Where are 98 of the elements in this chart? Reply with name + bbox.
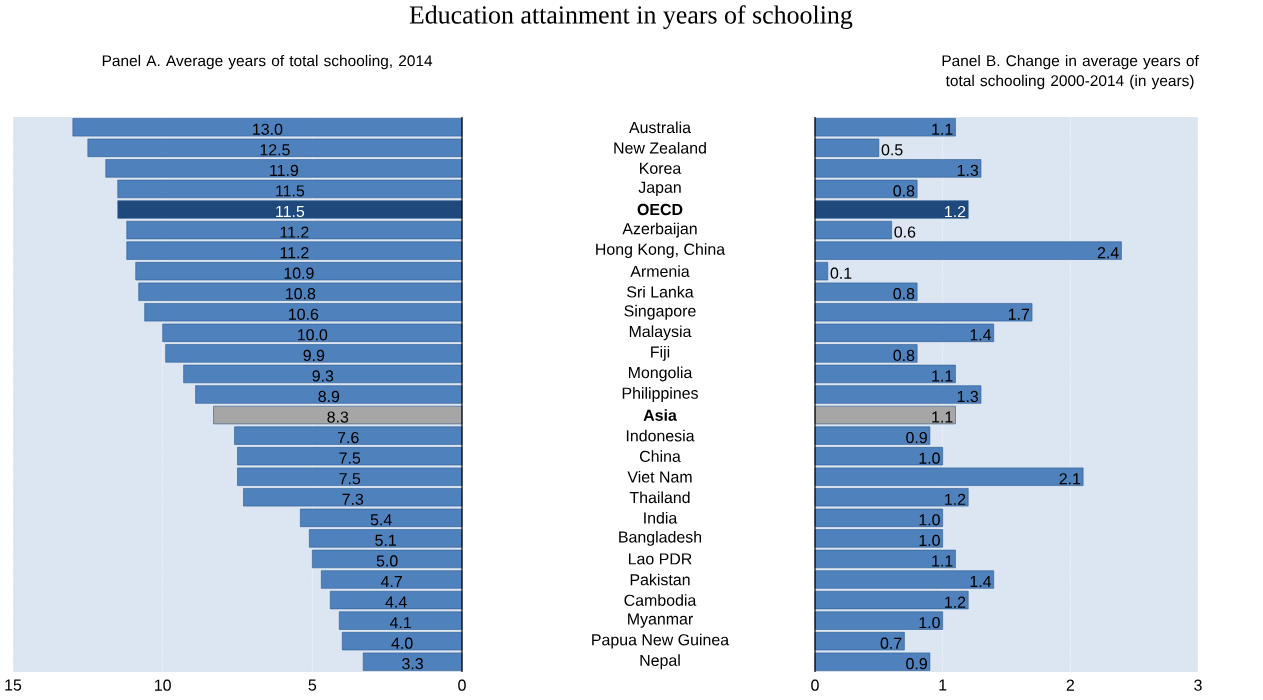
data-label: 7.3 [342, 493, 364, 505]
data-label: 11.5 [276, 185, 305, 197]
y-tick-label: Papua New Guinea [592, 633, 730, 649]
data-label: 2.4 [1097, 247, 1119, 259]
y-tick-label: Indonesia [626, 429, 695, 442]
x-tick-label: 2 [1066, 679, 1074, 691]
y-tick-label: Nepal [640, 654, 680, 670]
data-label: 4.0 [391, 637, 413, 649]
data-label: 1.1 [932, 411, 953, 423]
chart-subtitle: Panel B. Change in average years of total schooling 2000-2014 (in years) [942, 54, 1199, 90]
data-label: 5.1 [375, 534, 396, 546]
data-label: 1.0 [919, 514, 940, 526]
data-label: 1.1 [932, 370, 953, 382]
data-label: 0.8 [893, 288, 915, 300]
y-tick-label: Mongolia [628, 366, 693, 382]
y-tick-label: Cambodia [624, 594, 697, 606]
data-label: 11.5 [276, 205, 305, 218]
text: Education attainment in years of schooling [409, 5, 853, 30]
bar [814, 385, 982, 404]
y-tick-label: Pakistan [630, 573, 690, 586]
x-tick-label: 15 [5, 679, 22, 691]
y-tick-label: Japan [638, 181, 681, 197]
y-tick-label: Singapore [624, 304, 696, 320]
y-tick-label: Korea [640, 162, 682, 174]
chart-subtitle: Panel A. Average years of total schooling, 2014 [102, 54, 433, 70]
data-label: 0.6 [894, 226, 916, 238]
x-tick-label: 0 [458, 679, 466, 691]
y-tick-label: New Zealand [614, 141, 706, 154]
y-tick-label: Lao PDR [628, 553, 692, 565]
data-label: 1.2 [945, 596, 966, 608]
y-tick-label: Australia [629, 121, 691, 134]
data-label: 1.1 [932, 123, 953, 135]
data-label: 7.5 [339, 452, 361, 464]
data-label: 0.8 [893, 185, 915, 197]
data-label: 11.2 [280, 247, 309, 259]
data-label: 1.0 [919, 534, 940, 547]
x-tick-label: 1 [939, 679, 947, 691]
y-tick-label: Malaysia [629, 325, 692, 341]
data-label: 11.2 [280, 226, 309, 238]
data-label: 1.3 [957, 390, 979, 403]
data-label: 4.7 [380, 576, 402, 587]
data-label: 3.3 [402, 658, 423, 670]
bar [117, 200, 463, 219]
x-tick-label: 10 [155, 679, 171, 691]
y-tick-label: India [644, 511, 678, 524]
data-label: 1.4 [970, 329, 992, 341]
y-tick-label: Viet Nam [627, 470, 692, 483]
data-label: 1.2 [945, 205, 966, 218]
bar [195, 385, 463, 404]
data-label: 1.2 [945, 493, 966, 505]
data-label: 5.0 [376, 555, 398, 567]
y-tick-label: Myanmar [628, 613, 693, 628]
x-tick-label: 5 [308, 679, 317, 691]
x-tick-label: 3 [1194, 679, 1202, 691]
bar [814, 200, 969, 219]
data-label: 0.1 [830, 267, 852, 279]
data-label: 0.5 [881, 144, 903, 156]
x-tick-label: 0 [811, 679, 819, 691]
data-label: 1.3 [957, 164, 979, 177]
data-label: 1.4 [970, 576, 992, 587]
data-label: 10.6 [289, 308, 319, 320]
data-label: 5.4 [370, 514, 392, 526]
data-label: 10.8 [286, 288, 316, 300]
data-label: 8.9 [318, 390, 340, 403]
data-label: 9.3 [312, 370, 334, 382]
y-tick-label: Thailand [629, 491, 690, 504]
bar [814, 570, 995, 589]
data-label: 1.0 [919, 616, 940, 629]
data-label: 0.7 [880, 637, 902, 649]
data-label: 8.3 [327, 411, 349, 423]
data-label: 10.0 [298, 329, 328, 341]
y-tick-label: OECD [637, 203, 683, 216]
data-label: 7.6 [337, 431, 359, 444]
data-label: 7.5 [339, 473, 361, 485]
y-tick-label: Armenia [630, 265, 690, 278]
y-tick-label: Philippines [622, 387, 698, 402]
y-tick-label: Bangladesh [619, 530, 702, 546]
y-tick-label: China [639, 450, 681, 463]
y-tick-label: Sri Lanka [627, 285, 694, 298]
y-tick-label: Hong Kong, China [596, 243, 726, 259]
data-label: 4.4 [385, 596, 407, 608]
data-label: 12.5 [260, 144, 290, 156]
y-tick-label: Asia [643, 409, 677, 421]
data-label: 4.1 [389, 617, 411, 629]
data-label: 0.9 [906, 431, 927, 444]
data-label: 1.1 [932, 555, 953, 567]
data-label: 2.1 [1059, 473, 1081, 485]
y-tick-label: Azerbaijan [622, 222, 697, 238]
data-label: 1.7 [1008, 308, 1030, 320]
data-label: 10.9 [284, 267, 314, 279]
data-label: 13.0 [253, 123, 283, 135]
bar [321, 570, 463, 589]
data-label: 9.9 [303, 349, 325, 362]
data-label: 0.8 [893, 349, 915, 362]
data-label: 0.9 [906, 658, 927, 670]
y-tick-label: Fiji [651, 345, 670, 361]
data-label: 11.9 [270, 164, 299, 177]
data-label: 1.0 [919, 452, 940, 464]
